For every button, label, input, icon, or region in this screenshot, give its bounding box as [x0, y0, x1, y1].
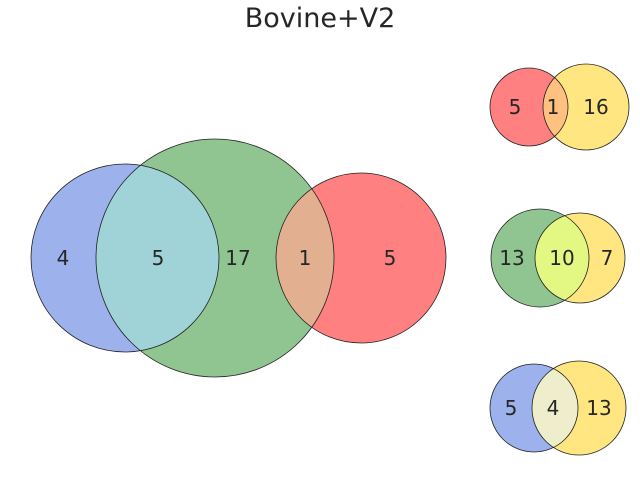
- main-green-red-count: 1: [299, 246, 312, 270]
- small3-left-outline: [489, 363, 579, 453]
- small2-left-outline: [490, 208, 590, 308]
- small2-left-count: 13: [499, 246, 524, 270]
- small1-left-outline: [489, 67, 569, 147]
- small2-right-outline: [534, 212, 626, 304]
- small-venn-red-yellow: 5 1 16: [489, 63, 630, 151]
- small3-right-outline: [531, 360, 627, 456]
- main-green-red-overlap: [276, 173, 334, 343]
- small2-overlap-count: 10: [549, 246, 574, 270]
- figure-title: Bovine+V2: [245, 3, 396, 34]
- small3-left-count: 5: [505, 396, 518, 420]
- small-venn-blue-yellow: 5 4 13: [489, 360, 627, 456]
- small1-left-count: 5: [509, 95, 522, 119]
- main-blue-green-count: 5: [152, 246, 165, 270]
- small1-right-outline: [542, 63, 630, 151]
- main-blue-only-count: 4: [57, 246, 70, 270]
- small1-right-count: 16: [583, 95, 608, 119]
- main-green-only-count: 17: [225, 246, 250, 270]
- small3-right-count: 13: [586, 396, 611, 420]
- small3-overlap: [532, 364, 578, 452]
- main-blue-outline: [30, 163, 220, 353]
- main-red-only-count: 5: [384, 246, 397, 270]
- small1-right-set: [543, 64, 629, 150]
- small3-overlap-count: 4: [547, 396, 560, 420]
- main-red-outline: [275, 172, 447, 344]
- small2-overlap: [535, 213, 589, 303]
- main-blue-green-overlap: [96, 164, 219, 352]
- small1-overlap-count: 1: [547, 95, 560, 119]
- main-venn: 4 5 17 1 5: [30, 138, 447, 378]
- main-green-outline: [95, 138, 335, 378]
- small2-right-count: 7: [601, 246, 614, 270]
- small-venn-green-yellow: 13 10 7: [490, 208, 626, 308]
